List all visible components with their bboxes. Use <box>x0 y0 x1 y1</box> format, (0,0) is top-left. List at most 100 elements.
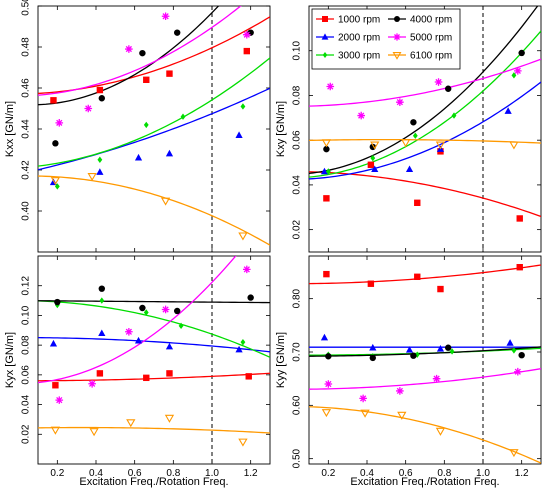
y-axis-label: Kyx [GN/m] <box>4 332 16 388</box>
fit-line-5000-rpm <box>38 6 242 96</box>
data-point-5000-rpm <box>396 98 404 106</box>
data-point-5000-rpm <box>324 380 333 388</box>
y-tick-label: 0.08 <box>21 335 32 355</box>
fit-line-6100-rpm <box>38 175 270 246</box>
y-tick-label: 0.10 <box>292 41 303 61</box>
y-tick-label: 0.02 <box>292 219 303 239</box>
data-point-3000-rpm <box>511 347 517 354</box>
data-point-5000-rpm <box>326 82 335 91</box>
data-point-1000-rpm <box>243 47 250 55</box>
data-point-2000-rpm <box>320 333 329 341</box>
legend: 1000 rpm 4000 rpm 2000 rpm 5000 rpm 3000 rpm… <box>311 8 461 70</box>
data-point-3000-rpm <box>54 183 60 190</box>
legend-item-3000-rpm: 3000 rpm <box>316 51 380 62</box>
data-point-6100-rpm <box>509 141 519 150</box>
data-point-4000-rpm <box>518 49 525 57</box>
data-point-2000-rpm <box>165 149 174 157</box>
y-tick-label: 0.44 <box>21 119 32 139</box>
data-point-5000-rpm <box>125 45 133 53</box>
x-tick-label: 0.6 <box>128 468 142 479</box>
legend-item-1000-rpm: 1000 rpm <box>316 15 380 26</box>
fit-line-4000-rpm <box>38 300 270 304</box>
data-point-6100-rpm <box>321 139 332 148</box>
legend-label: 6100 rpm <box>410 51 452 62</box>
fit-line-6100-rpm <box>38 426 270 434</box>
legend-label: 3000 rpm <box>338 51 380 62</box>
data-point-5000-rpm <box>88 379 96 388</box>
data-point-5000-rpm <box>357 111 365 120</box>
x-tick-label: 1.2 <box>515 468 529 479</box>
y-tick-label: 0.06 <box>292 130 303 150</box>
legend-marker <box>322 52 328 58</box>
fit-line-2000-rpm <box>38 337 270 353</box>
data-point-4000-rpm <box>139 304 146 312</box>
legend-label: 2000 rpm <box>338 33 380 44</box>
panel-bottom-right: 0.2 0.4 0.6 0.8 1.0 1.2 0.50 0.60 0.70 0.80 Kyy [G… <box>275 255 542 488</box>
data-point-3000-rpm <box>414 351 420 358</box>
data-point-1000-rpm <box>50 97 57 104</box>
legend-label: 4000 rpm <box>410 15 452 26</box>
y-tick-label: 0.04 <box>21 394 32 414</box>
legend-item-5000-rpm: 5000 rpm <box>388 33 452 44</box>
y-tick-label: 0.06 <box>21 365 32 385</box>
data-point-3000-rpm <box>178 322 184 330</box>
x-tick-label: 0.6 <box>399 468 413 479</box>
data-point-2000-rpm <box>134 336 143 344</box>
data-point-2000-rpm <box>405 346 414 353</box>
data-point-6100-rpm <box>509 449 519 458</box>
data-point-2000-rpm <box>165 342 174 350</box>
y-tick-label: 0.04 <box>292 175 303 195</box>
legend-marker <box>321 33 329 40</box>
fit-line-3000-rpm <box>38 57 270 167</box>
legend-item-6100-rpm: 6100 rpm <box>388 51 452 62</box>
data-point-3000-rpm <box>370 154 376 162</box>
fit-line-1000-rpm <box>309 171 541 218</box>
data-point-5000-rpm <box>84 104 93 113</box>
fit-line-3000-rpm <box>38 300 270 358</box>
data-point-2000-rpm <box>134 153 143 161</box>
data-point-2000-rpm <box>96 168 104 175</box>
data-point-6100-rpm <box>89 428 99 437</box>
legend-marker <box>392 52 402 60</box>
data-point-2000-rpm <box>371 165 379 173</box>
data-point-1000-rpm <box>143 374 150 382</box>
data-point-4000-rpm <box>247 294 254 301</box>
data-point-1000-rpm <box>516 264 523 271</box>
y-tick-label: 0.02 <box>21 424 32 444</box>
legend-marker <box>322 16 328 22</box>
fit-line-5000-rpm <box>309 58 541 107</box>
panel-top-right: 0.02 0.04 0.06 0.08 0.10 Kxy [GN/m] <box>275 5 542 253</box>
data-point-4000-rpm <box>445 85 452 92</box>
data-point-4000-rpm <box>518 352 525 359</box>
data-point-5000-rpm <box>243 30 251 39</box>
legend-label: 5000 rpm <box>410 33 452 44</box>
y-tick-label: 0.10 <box>21 305 32 325</box>
data-point-6100-rpm <box>238 438 248 447</box>
data-point-3000-rpm <box>180 113 186 120</box>
fit-line-1000-rpm <box>38 372 270 382</box>
data-point-3000-rpm <box>451 112 457 119</box>
fit-line-4000-rpm <box>309 6 539 175</box>
plot-frame <box>308 5 542 253</box>
data-point-1000-rpm <box>367 161 375 168</box>
data-point-5000-rpm <box>359 394 367 403</box>
data-point-3000-rpm <box>240 103 246 110</box>
data-point-6100-rpm <box>435 427 446 436</box>
data-point-2000-rpm <box>98 329 106 337</box>
data-point-6100-rpm <box>321 409 332 418</box>
data-point-3000-rpm <box>412 132 418 139</box>
data-point-5000-rpm <box>125 327 133 336</box>
y-tick-label: 0.50 <box>292 448 303 468</box>
x-tick-label: 1.2 <box>244 468 258 479</box>
data-point-5000-rpm <box>243 265 251 274</box>
data-point-1000-rpm <box>96 370 104 377</box>
data-point-2000-rpm <box>369 343 377 351</box>
data-point-4000-rpm <box>174 307 181 315</box>
data-point-1000-rpm <box>323 270 330 278</box>
data-point-1000-rpm <box>52 382 59 389</box>
data-point-6100-rpm <box>50 177 61 186</box>
fit-curves <box>38 256 270 434</box>
x-tick-label: 0.2 <box>50 468 64 479</box>
data-point-6100-rpm <box>50 426 61 435</box>
data-point-5000-rpm <box>396 387 404 395</box>
